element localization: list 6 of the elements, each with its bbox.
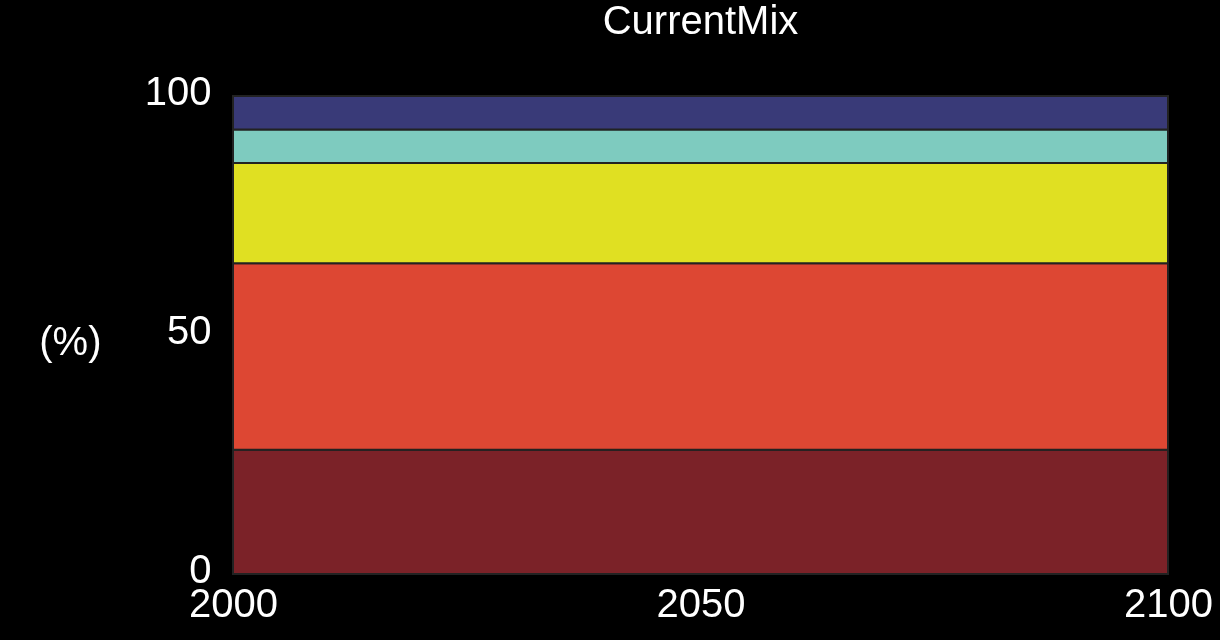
x-tick-label: 2100: [1124, 580, 1213, 625]
x-tick-label: 2050: [656, 580, 746, 625]
y-tick-label: 50: [167, 307, 212, 352]
chart-title: CurrentMix: [602, 0, 799, 42]
y-axis-title: (%): [39, 318, 102, 363]
y-tick-label: 100: [144, 68, 212, 113]
